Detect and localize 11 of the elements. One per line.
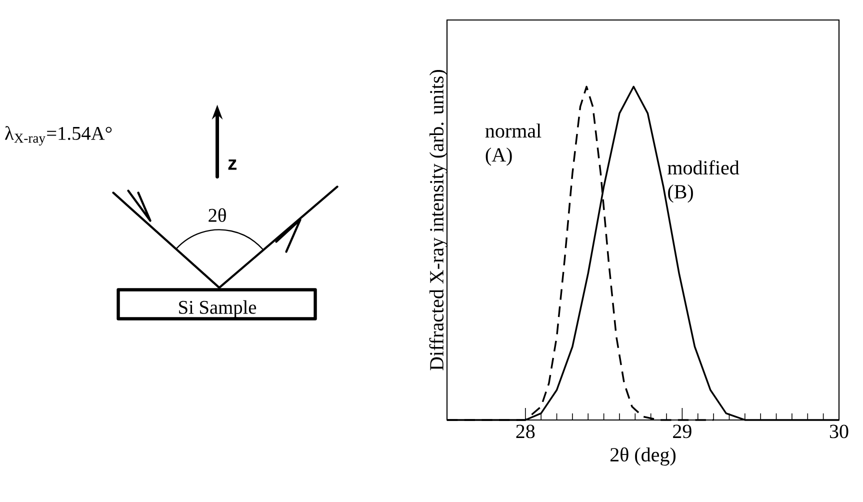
y-axis-title: Diffracted X-ray intensity (arb. units): [429, 70, 448, 370]
series-label: normal (A): [485, 124, 542, 166]
x-axis-title: 2θ (deg): [610, 447, 676, 466]
x-tick-label: 28: [516, 424, 535, 438]
series-label: modified (B): [668, 160, 740, 203]
x-tick-label: 29: [673, 424, 692, 438]
x-tick-label: 30: [830, 424, 848, 438]
text: λ$_{X-ray}$=1.54A°: [5, 126, 112, 146]
text: 2θ: [208, 208, 226, 222]
text: Si Sample: [179, 300, 256, 318]
text: z: [228, 159, 237, 170]
